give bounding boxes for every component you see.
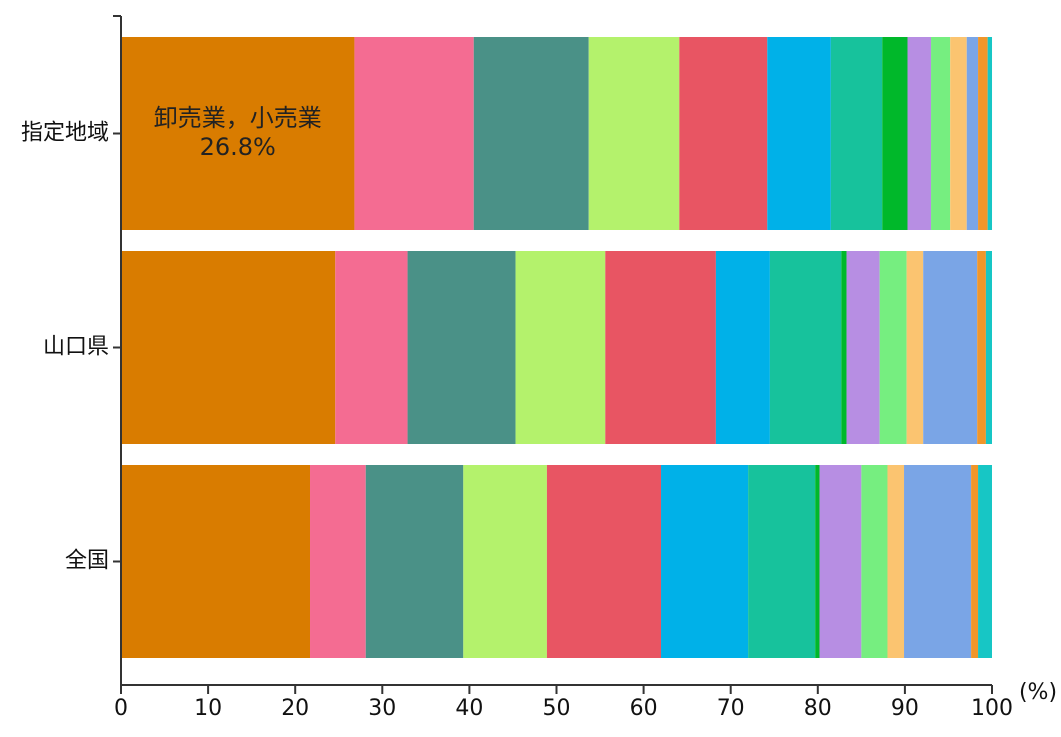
x-tick-label: 40 [455,696,483,721]
bar-segment [907,37,932,230]
y-tick-label: 全国 [65,549,109,574]
bar-segment [819,465,862,658]
bar-segment [546,465,662,658]
bar-segment [987,37,993,230]
x-tick-label: 90 [891,696,919,721]
bar-segment [887,465,905,658]
bar-segment [515,251,606,444]
bar-segment [931,37,951,230]
x-tick-label: 70 [717,696,745,721]
x-tick-label: 50 [543,696,571,721]
data-label: 卸売業，小売業 [154,104,322,132]
bar-segment [966,37,979,230]
bar-segment [861,465,888,658]
x-tick-label: 30 [368,696,396,721]
bar-segment [748,465,816,658]
bar-segment [769,251,842,444]
bar-segment [588,37,680,230]
bar-segment [923,251,978,444]
bar-segment [978,37,988,230]
bar-segment [354,37,474,230]
x-tick-label: 10 [194,696,222,721]
bar-segment [977,251,986,444]
bar-segment [971,465,979,658]
bar-segment [605,251,716,444]
x-tick-label: 0 [114,696,128,721]
bar-segment [365,465,464,658]
y-tick-label: 山口県 [43,335,109,360]
bars-layer [121,37,993,658]
bar-segment [121,37,355,230]
x-tick-label: 20 [281,696,309,721]
bar-segment [978,465,992,658]
bar-segment [830,37,883,230]
bar-segment [407,251,516,444]
bar-segment [715,251,770,444]
x-tick-label: 80 [804,696,832,721]
bar-segment [950,37,967,230]
bar-segment [841,251,847,444]
data-label: 26.8% [200,133,276,161]
bar-segment [904,465,972,658]
bar-segment [121,465,311,658]
bar-segment [882,37,908,230]
bar-segment [473,37,589,230]
bar-segment [679,37,768,230]
bar-segment [879,251,907,444]
x-tick-label: 100 [971,696,1013,721]
bar-segment [335,251,408,444]
x-axis-unit-label: (%) [1019,680,1057,705]
bar-segment [846,251,880,444]
bar-segment [661,465,749,658]
bar-segment [906,251,924,444]
bar-segment [463,465,547,658]
bar-segment [815,465,820,658]
y-tick-label: 指定地域 [21,121,109,146]
bar-segment [310,465,366,658]
x-tick-label: 60 [630,696,658,721]
bar-segment [767,37,831,230]
bar-segment [121,251,336,444]
bar-segment [985,251,992,444]
